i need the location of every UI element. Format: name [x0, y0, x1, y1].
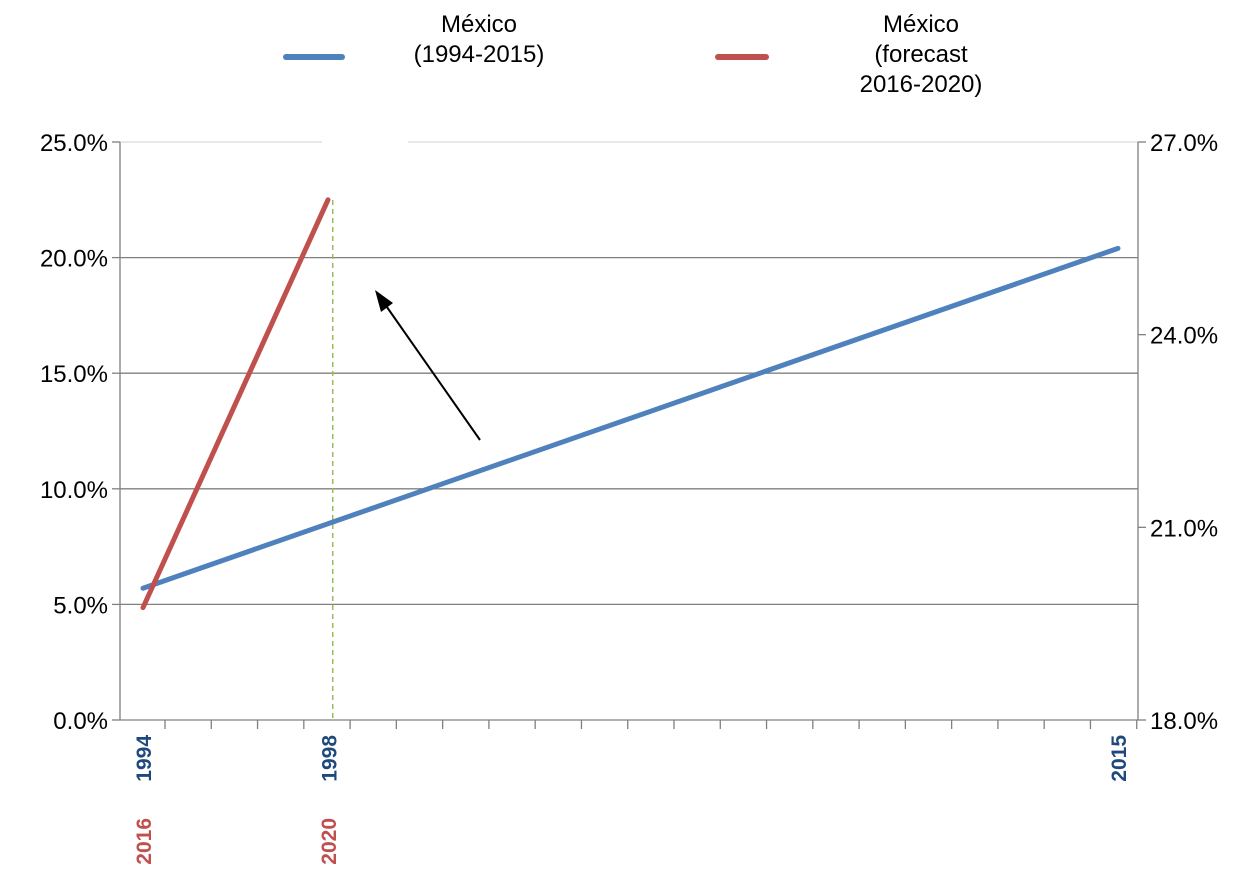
- arrow-head: [375, 290, 393, 312]
- y-left-tick-label: 10.0%: [40, 477, 108, 504]
- y-left-tick-label: 5.0%: [53, 592, 108, 619]
- legend-label-1: 2016-2020): [860, 71, 983, 98]
- y-left-tick-label: 15.0%: [40, 361, 108, 388]
- y-left-tick-label: 25.0%: [40, 130, 108, 157]
- x-label-primary: 2015: [1108, 735, 1131, 782]
- y-right-tick-label: 24.0%: [1150, 323, 1218, 350]
- legend-label-1: México: [883, 11, 959, 38]
- legend-mask: [322, 136, 408, 150]
- x-label-primary: 1994: [133, 735, 156, 782]
- series-line-1: [140, 197, 331, 611]
- y-left-tick-label: 20.0%: [40, 246, 108, 273]
- y-right-tick-label: 27.0%: [1150, 130, 1218, 157]
- arrow-shaft: [381, 299, 481, 441]
- x-label-secondary: 2020: [318, 818, 341, 865]
- legend: México (1994-2015) México (forecast 2016-202…: [283, 11, 983, 150]
- gridlines: [120, 141, 1138, 606]
- x-label-secondary: 2016: [133, 818, 156, 865]
- y-right-tick-label: 21.0%: [1150, 515, 1218, 542]
- legend-label-1: (forecast: [874, 41, 968, 68]
- legend-label-0: (1994-2015): [414, 41, 545, 68]
- x-label-primary: 1998: [319, 735, 342, 782]
- legend-label-0: México: [441, 11, 517, 38]
- axis-labels: 0.0% 5.0% 10.0% 15.0% 20.0% 25.0% 18.0% 21.0% 24…: [40, 130, 1218, 865]
- y-left-tick-label: 0.0%: [53, 708, 108, 735]
- y-right-tick-label: 18.0%: [1150, 708, 1218, 735]
- series-line-0: [140, 245, 1121, 591]
- annotations: [331, 200, 481, 720]
- series-lines: [140, 197, 1121, 611]
- axes: [112, 141, 1146, 729]
